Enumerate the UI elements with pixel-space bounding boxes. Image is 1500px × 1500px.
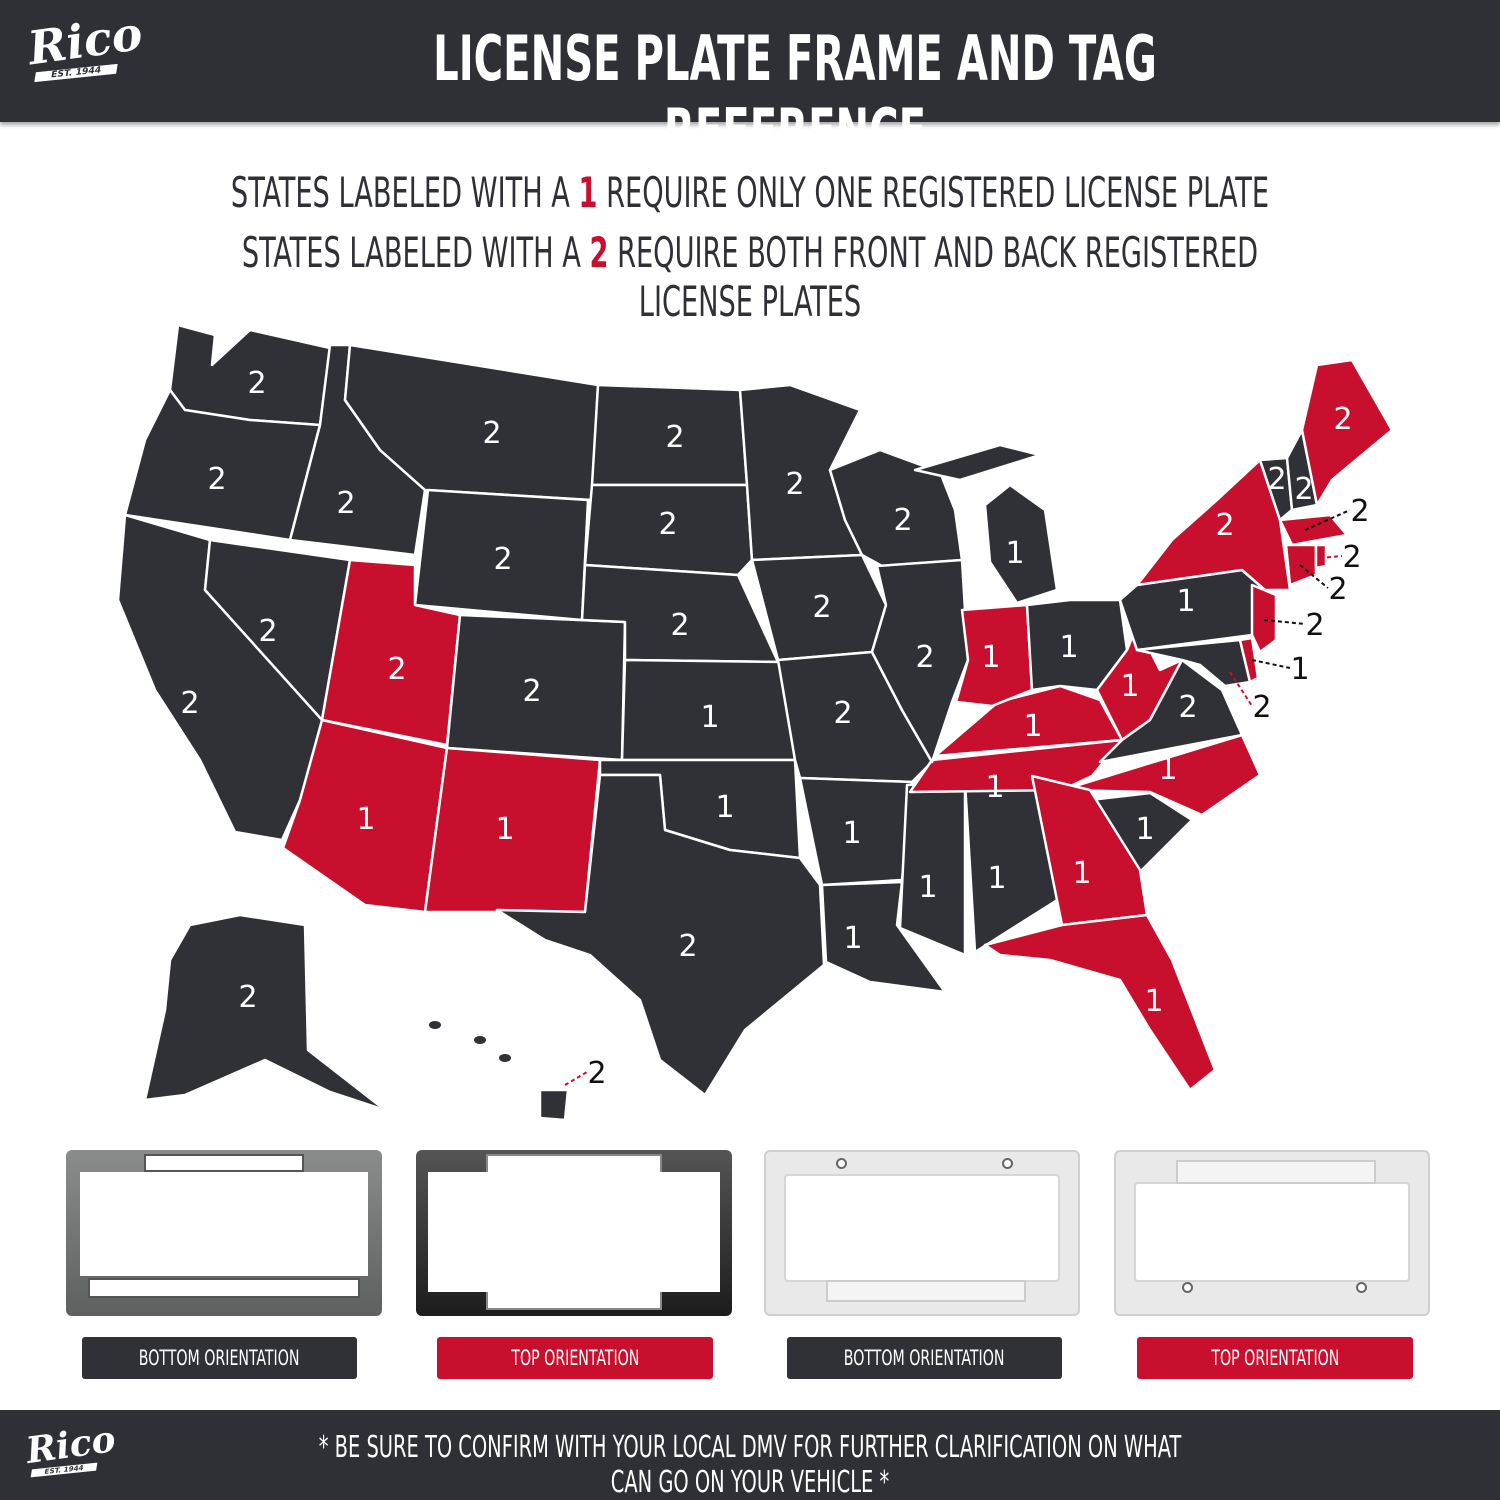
state-ak — [143, 913, 387, 1112]
callout-label-ct: 2 — [1328, 572, 1347, 607]
state-de — [1238, 636, 1260, 684]
state-label-nv: 2 — [258, 614, 277, 649]
callout-line-de — [1251, 659, 1291, 669]
callout-label-nj: 2 — [1305, 608, 1324, 643]
state-va — [1098, 658, 1244, 764]
callout-label-ma: 2 — [1350, 494, 1369, 529]
callout-label-ri: 2 — [1342, 540, 1361, 575]
frame-white-2 — [1114, 1150, 1430, 1316]
dmv-disclaimer: * BE SURE TO CONFIRM WITH YOUR LOCAL DMV… — [318, 1430, 1182, 1500]
state-ky — [933, 684, 1124, 758]
rico-logo: Rico EST. 1944 — [24, 5, 146, 83]
state-label-la: 1 — [843, 921, 862, 956]
callout-line-hi — [564, 1071, 588, 1086]
state-label-nh: 2 — [1294, 472, 1313, 507]
state-label-mt: 2 — [482, 416, 501, 451]
hawaii-island — [499, 1054, 511, 1062]
state-il — [870, 558, 970, 764]
top-orientation-label-1: TOP ORIENTATION — [437, 1337, 713, 1379]
state-ga — [1030, 774, 1149, 927]
state-label-wy: 2 — [493, 542, 512, 577]
bottom-orientation-label-2: BOTTOM ORIENTATION — [787, 1337, 1062, 1379]
state-label-mo: 2 — [833, 696, 852, 731]
state-label-az: 1 — [356, 802, 375, 837]
top-orientation-label-2: TOP ORIENTATION — [1137, 1337, 1413, 1379]
state-label-oh: 1 — [1059, 630, 1078, 665]
state-label-ia: 2 — [812, 590, 831, 625]
state-label-mn: 2 — [785, 467, 804, 502]
state-label-ut: 2 — [387, 652, 406, 687]
state-label-ms: 1 — [918, 870, 937, 905]
state-label-me: 2 — [1333, 402, 1352, 437]
callout-line-ma — [1304, 509, 1351, 531]
page-title: LICENSE PLATE FRAME AND TAG REFERENCE — [433, 22, 1157, 168]
callout-line-ct — [1299, 564, 1329, 589]
state-label-in: 1 — [981, 640, 1000, 675]
callout-label-md: 2 — [1252, 690, 1271, 725]
callout-label-de: 1 — [1290, 652, 1309, 687]
state-label-ar: 1 — [842, 816, 861, 851]
state-label-ak: 2 — [238, 980, 257, 1015]
frame-white-1 — [764, 1150, 1080, 1316]
state-label-il: 2 — [915, 640, 934, 675]
state-label-or: 2 — [207, 462, 226, 497]
bottom-orientation-label-1: BOTTOM ORIENTATION — [82, 1337, 357, 1379]
state-label-nc: 1 — [1158, 752, 1177, 787]
state-label-nm: 1 — [495, 812, 514, 847]
state-tx — [495, 773, 826, 1097]
rico-logo-footer: Rico EST. 1944 — [23, 1418, 119, 1478]
state-label-ky: 1 — [1023, 709, 1042, 744]
state-label-wa: 2 — [247, 366, 266, 401]
state-nc — [1060, 733, 1262, 817]
hawaii-island — [429, 1021, 441, 1029]
state-label-pa: 1 — [1176, 584, 1195, 619]
state-fl — [983, 913, 1217, 1092]
callout-label-hi: 2 — [587, 1056, 606, 1091]
state-label-ne: 2 — [670, 608, 689, 643]
state-label-ok: 1 — [715, 790, 734, 825]
state-label-co: 2 — [522, 674, 541, 709]
frame-chrome-black — [416, 1150, 732, 1316]
state-label-ca: 2 — [180, 686, 199, 721]
state-label-tx: 2 — [678, 929, 697, 964]
state-label-nd: 2 — [665, 420, 684, 455]
state-me — [1300, 358, 1394, 507]
state-mi — [983, 483, 1059, 605]
state-label-id: 2 — [336, 486, 355, 521]
state-label-ny: 2 — [1215, 508, 1234, 543]
callout-line-ri — [1319, 555, 1343, 559]
footer-bar: Rico EST. 1944 * BE SURE TO CONFIRM WITH… — [0, 1410, 1500, 1500]
state-hi — [538, 1088, 570, 1122]
state-ri — [1314, 543, 1328, 570]
state-label-al: 1 — [987, 861, 1006, 896]
state-label-mi: 1 — [1005, 536, 1024, 571]
state-nj — [1250, 583, 1278, 654]
hawaii-island — [474, 1036, 486, 1044]
legend-line-2: STATES LABELED WITH A 2 REQUIRE BOTH FRO… — [241, 228, 1259, 326]
state-label-wv: 1 — [1120, 669, 1139, 704]
state-label-ga: 1 — [1072, 856, 1091, 891]
state-label-tn: 1 — [985, 770, 1004, 805]
state-mi — [913, 443, 1042, 482]
state-label-sc: 1 — [1135, 812, 1154, 847]
state-ma — [1278, 513, 1349, 547]
state-label-va: 2 — [1178, 690, 1197, 725]
state-label-ks: 1 — [700, 700, 719, 735]
state-label-sd: 2 — [658, 507, 677, 542]
state-label-wi: 2 — [893, 503, 912, 538]
state-sd — [583, 483, 754, 577]
state-label-fl: 1 — [1144, 984, 1163, 1019]
header-bar: Rico EST. 1944 LICENSE PLATE FRAME AND T… — [0, 0, 1500, 168]
state-ms — [898, 780, 967, 957]
legend-line-1: STATES LABELED WITH A 1 REQUIRE ONLY ONE… — [230, 168, 1270, 217]
frame-chrome-dark — [66, 1150, 382, 1316]
state-label-vt: 2 — [1267, 462, 1286, 497]
